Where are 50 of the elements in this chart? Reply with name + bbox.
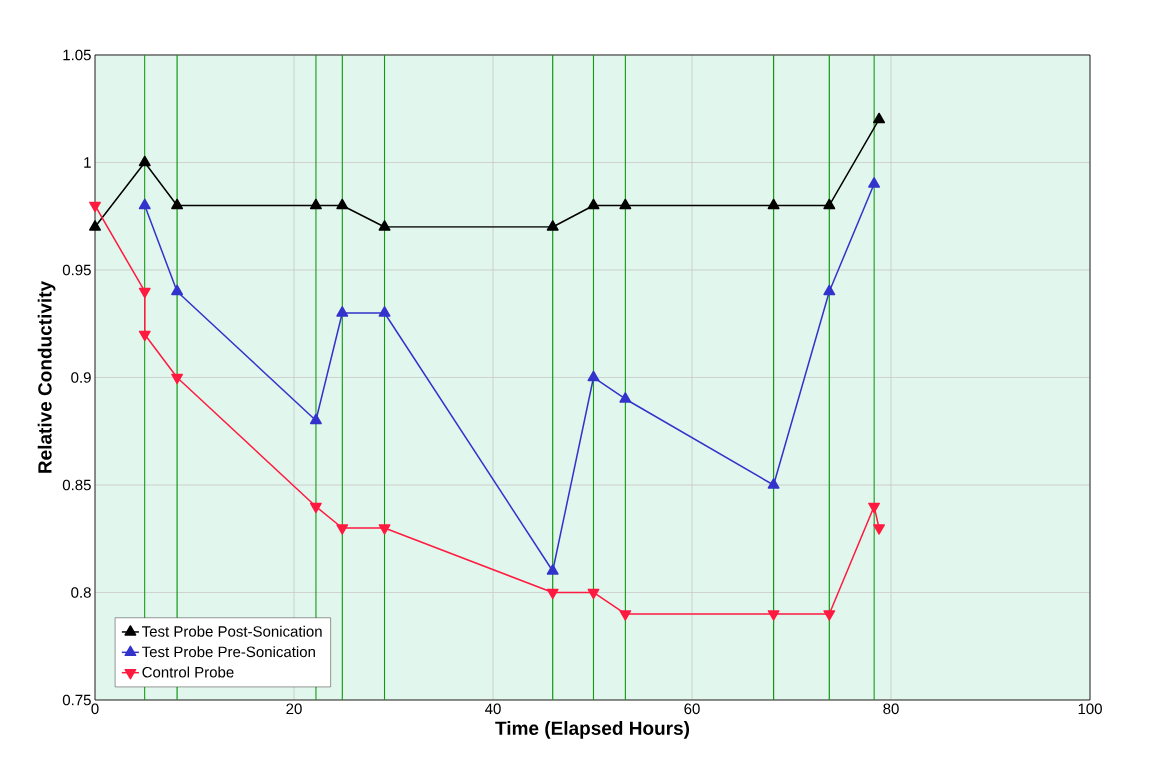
point — [378, 220, 391, 231]
point — [823, 198, 836, 210]
point — [587, 588, 600, 600]
point — [336, 198, 349, 210]
x-axis-title: Time (Elapsed Hours) — [495, 721, 690, 739]
point — [767, 610, 780, 621]
point — [587, 370, 600, 382]
point — [868, 502, 881, 514]
point — [336, 306, 349, 317]
y-tick-label: 0.85 — [62, 479, 91, 491]
point — [823, 610, 836, 621]
x-tick-label: 80 — [883, 703, 899, 715]
y-tick-label: 0.8 — [71, 587, 91, 598]
point — [89, 220, 101, 231]
point — [171, 198, 184, 210]
y-tick-label: 1.05 — [63, 49, 91, 61]
point — [873, 524, 886, 535]
point — [546, 588, 559, 600]
point — [378, 524, 391, 535]
point — [309, 413, 322, 425]
x-tick-label: 100 — [1078, 703, 1102, 715]
point — [619, 198, 632, 210]
point — [138, 155, 151, 167]
legend-label: Test Probe Pre-Sonication — [142, 646, 315, 658]
point — [138, 198, 151, 210]
x-tick-label: 40 — [485, 703, 501, 715]
point — [587, 198, 600, 210]
point — [309, 502, 322, 514]
point — [619, 610, 632, 621]
legend-label: Test Probe Post-Sonication — [142, 625, 322, 637]
x-tick-label: 60 — [684, 703, 700, 715]
x-tick-label: 0 — [91, 703, 99, 715]
point — [823, 284, 836, 296]
point — [619, 392, 632, 403]
point — [336, 524, 349, 535]
point — [546, 220, 559, 231]
point — [378, 306, 391, 317]
point — [873, 112, 886, 124]
point — [868, 177, 881, 188]
point — [309, 198, 322, 210]
point — [767, 198, 780, 210]
y-tick-label: 0.75 — [62, 694, 91, 706]
x-tick-label: 20 — [286, 703, 302, 715]
legend-label: Control Probe — [142, 666, 234, 678]
y-tick-label: 0.9 — [71, 372, 91, 383]
point — [171, 373, 184, 385]
point — [171, 284, 184, 296]
y-tick-label: 1 — [84, 157, 91, 168]
y-axis-title: Relative Conductivity — [37, 281, 56, 473]
y-tick-label: 0.95 — [62, 264, 91, 276]
